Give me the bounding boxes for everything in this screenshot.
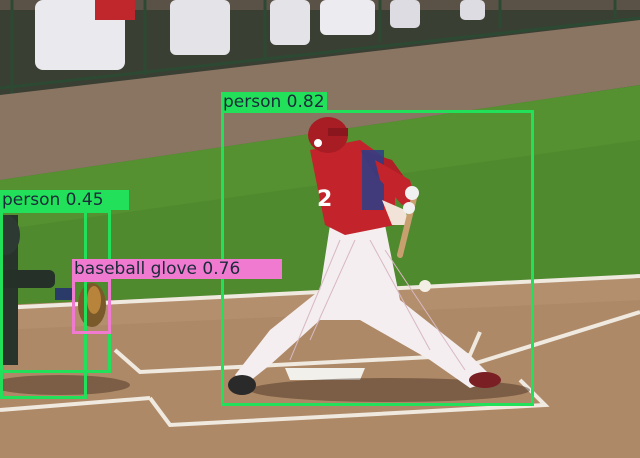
fence bbox=[0, 0, 640, 95]
home-plate bbox=[285, 368, 365, 380]
detection-label-batter: person 0.82 bbox=[221, 92, 327, 112]
detection-box-batter bbox=[221, 110, 534, 406]
batter: 2 bbox=[228, 117, 501, 395]
spectators bbox=[35, 0, 485, 70]
detection-box-glove bbox=[72, 279, 111, 334]
baseball bbox=[419, 280, 431, 292]
detection-label-catcher: person 0.45 bbox=[0, 190, 129, 210]
svg-text:2: 2 bbox=[317, 187, 332, 212]
detection-label-glove: baseball glove 0.76 bbox=[72, 259, 282, 279]
